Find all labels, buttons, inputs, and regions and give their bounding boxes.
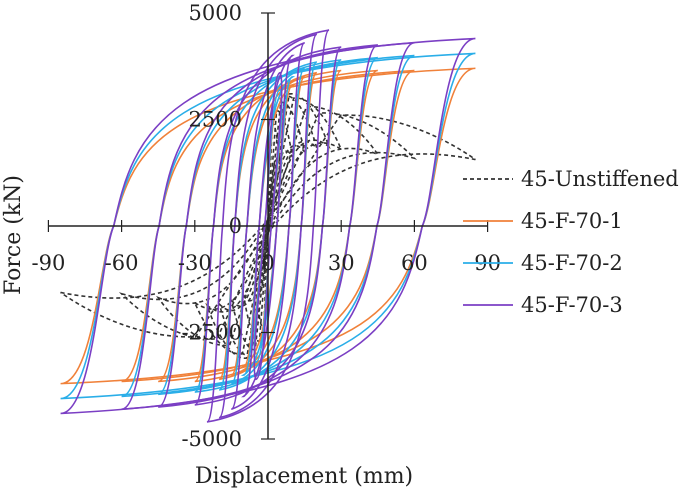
x-tick-label: -90 — [31, 251, 65, 275]
loop-1-8 — [118, 112, 418, 340]
y-tick-label: 2500 — [189, 108, 242, 132]
loop-4-4 — [218, 33, 318, 419]
y-tick-label: -2500 — [181, 321, 242, 345]
loop-4-7 — [157, 44, 379, 408]
x-tick-label: 30 — [328, 251, 355, 275]
legend-label: 45-F-70-1 — [521, 209, 623, 233]
series-45-f-70-3 — [60, 29, 476, 423]
curves-layer — [60, 29, 476, 423]
legend-label: 45-Unstiffened — [521, 167, 679, 191]
legend: 45-Unstiffened 45-F-70-1 45-F-70-2 45-F-70-… — [463, 167, 679, 317]
legend-label: 45-F-70-3 — [521, 293, 623, 317]
axes-layer — [47, 12, 489, 440]
y-tick-label: 0 — [229, 214, 242, 238]
x-tick-label: 60 — [401, 251, 428, 275]
loop-4-3 — [230, 42, 306, 410]
x-tick-label: 0 — [261, 251, 274, 275]
x-tick-label: -30 — [178, 251, 212, 275]
y-tick-label: -5000 — [181, 427, 242, 451]
y-axis-title: Force (kN) — [1, 175, 26, 295]
x-axis-title: Displacement (mm) — [195, 464, 413, 489]
loop-4-6 — [194, 46, 342, 406]
legend-label: 45-F-70-2 — [521, 251, 623, 275]
loop-4-9 — [60, 37, 476, 415]
loop-4-5 — [206, 29, 330, 423]
y-tick-label: 5000 — [189, 1, 242, 25]
loop-1-9 — [60, 114, 476, 338]
loop-4-2 — [241, 54, 295, 398]
x-tick-label: -60 — [105, 251, 139, 275]
